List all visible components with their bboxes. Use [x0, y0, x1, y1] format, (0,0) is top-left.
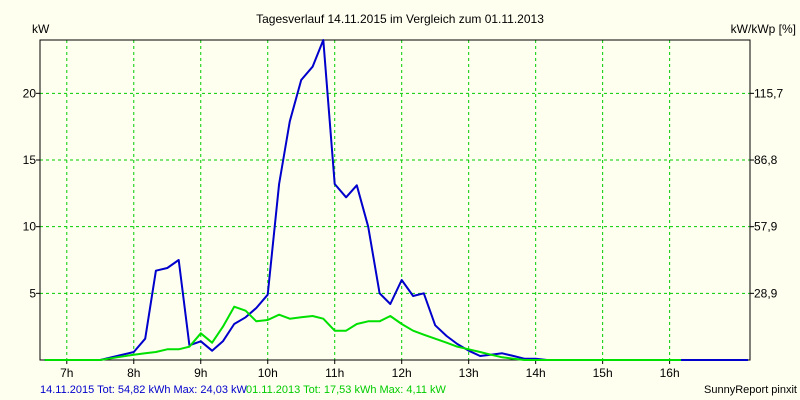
- x-tick-label: 14h: [526, 366, 546, 380]
- y-tick-label-right: 28,9: [754, 286, 778, 300]
- series-line-1: [44, 39, 748, 361]
- y-axis-right-label: kW/kWp [%]: [731, 22, 796, 36]
- x-tick-label: 9h: [194, 366, 207, 380]
- x-tick-labels: 7h 8h 9h 10h 11h 12h 13h 14h 15h 16h: [60, 366, 680, 380]
- footer-series1-stats: 14.11.2015 Tot: 54,82 kWh Max: 24,03 kW: [40, 384, 247, 396]
- x-tick-label: 12h: [392, 366, 412, 380]
- y-tick-labels-right: 28,9 57,9 86,8 115,7: [754, 86, 783, 300]
- y-tick-labels-left: 5 10 15 20: [23, 86, 37, 300]
- y-tick-label-left: 20: [23, 86, 37, 100]
- x-tick-label: 10h: [258, 366, 278, 380]
- x-tick-label: 7h: [60, 366, 73, 380]
- y-axis-left-label: kW: [32, 22, 50, 36]
- footer-credit: SunnyReport pinxit: [704, 384, 797, 396]
- series-lines: [44, 39, 748, 361]
- plot-frame: [39, 39, 751, 361]
- y-tick-label-left: 5: [29, 286, 36, 300]
- x-tick-label: 15h: [593, 366, 613, 380]
- y-tick-label-right: 86,8: [754, 153, 778, 167]
- series-line-2: [44, 305, 681, 361]
- x-tick-label: 8h: [127, 366, 140, 380]
- x-tick-label: 13h: [459, 366, 479, 380]
- x-tick-label: 11h: [325, 366, 344, 380]
- y-tick-label-left: 15: [23, 153, 37, 167]
- y-tick-label-right: 115,7: [754, 86, 783, 100]
- y-tick-label-left: 10: [23, 220, 37, 234]
- axes: [36, 39, 754, 364]
- footer-series2-stats: 01.11.2013 Tot: 17,53 kWh Max: 4,11 kW: [246, 384, 447, 396]
- grid: [40, 40, 750, 360]
- x-tick-label: 16h: [660, 366, 680, 380]
- y-tick-label-right: 57,9: [754, 220, 778, 234]
- chart-title: Tagesverlauf 14.11.2015 im Vergleich zum…: [256, 12, 544, 26]
